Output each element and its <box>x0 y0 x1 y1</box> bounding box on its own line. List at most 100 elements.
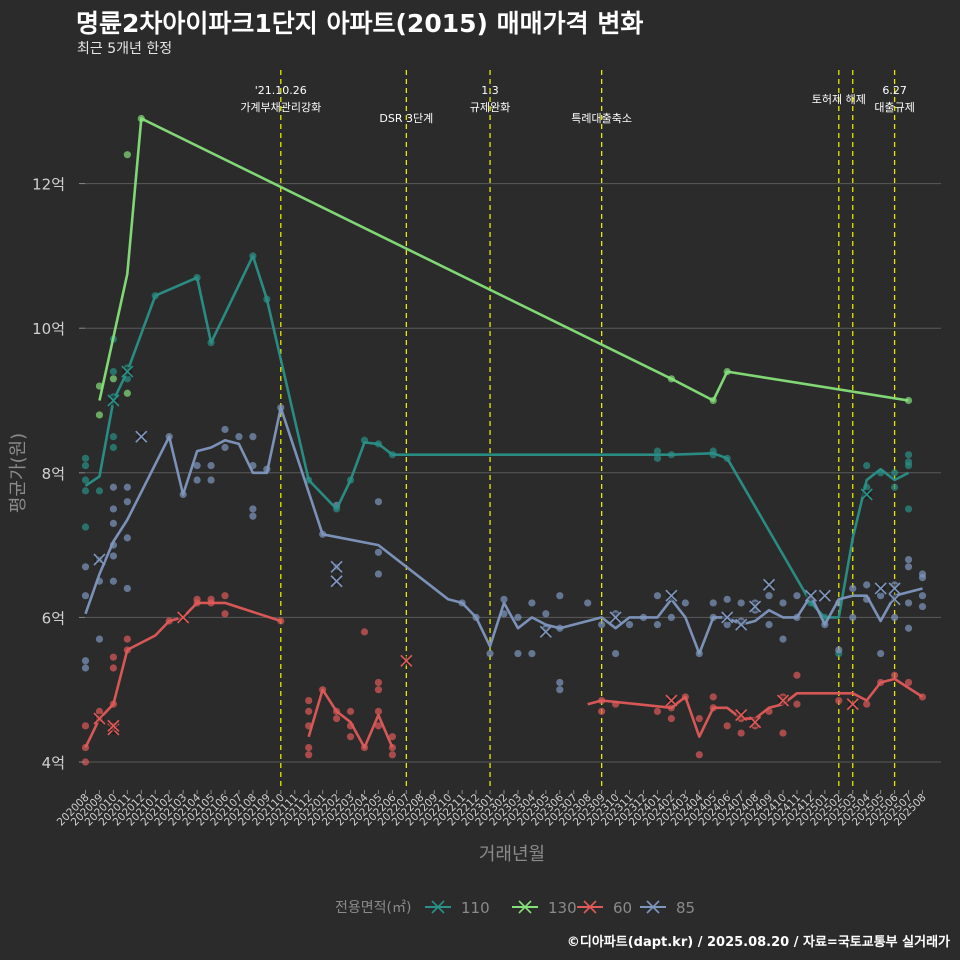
trade-point-60 <box>793 700 801 708</box>
trade-point-60 <box>695 751 703 759</box>
trade-point-60 <box>109 700 117 708</box>
cancel-mark-85 <box>330 560 343 573</box>
cancel-mark-85 <box>762 578 776 591</box>
cancel-mark-85 <box>539 625 552 638</box>
x-tick-label: 202210 <box>417 792 454 829</box>
policy-annotation-line: 6.27 <box>882 84 907 97</box>
trade-point-110 <box>904 505 913 513</box>
policy-annotation-line: DSR 3단계 <box>379 112 433 125</box>
trade-point-110 <box>891 483 899 491</box>
x-tick-label: 202312 <box>613 792 650 829</box>
cross-stroke <box>665 694 678 707</box>
trade-point-85 <box>556 592 564 600</box>
trade-point-60 <box>193 595 201 603</box>
series-line-60 <box>587 677 924 738</box>
trade-point-85 <box>835 646 843 654</box>
trade-point-110 <box>249 252 257 260</box>
trade-point-130 <box>904 396 913 405</box>
cross-stroke <box>609 611 622 624</box>
cross-stroke <box>888 593 901 606</box>
x-tick-label: 202109 <box>236 792 273 829</box>
trade-point-110 <box>123 375 131 383</box>
x-tick-label: 202104 <box>166 791 203 828</box>
cross-stroke <box>518 900 532 914</box>
trade-point-110 <box>904 461 913 470</box>
trade-point-85 <box>751 606 759 614</box>
trade-point-85 <box>500 595 508 603</box>
x-tick-label: 202305 <box>515 792 552 829</box>
trade-point-85 <box>95 555 104 564</box>
x-tick-label: 202407 <box>710 792 747 829</box>
cross-stroke <box>735 708 748 722</box>
trade-point-85 <box>877 592 885 600</box>
trade-point-60 <box>779 729 787 737</box>
x-tick-label: 202311 <box>599 792 636 829</box>
cross-stroke <box>735 618 748 631</box>
cancel-mark-85 <box>721 611 734 624</box>
trade-point-85 <box>709 599 717 607</box>
trade-point-60 <box>612 700 620 708</box>
trade-point-60 <box>863 700 871 708</box>
y-axis-label: 평균가(원) <box>8 433 29 513</box>
y-tick-label: 4억 <box>42 754 65 772</box>
trade-point-85 <box>835 599 843 607</box>
cross-stroke <box>860 488 873 501</box>
series-lines <box>84 117 924 749</box>
cancel-bg <box>889 594 900 605</box>
trade-point-85 <box>709 613 717 622</box>
trade-point-60 <box>81 743 90 752</box>
trade-point-85 <box>109 552 117 560</box>
x-tick-label: 202008 <box>55 792 92 829</box>
page-title: 명륜2차아이파크1단지 아파트(2015) 매매가격 변화 <box>76 9 644 38</box>
trade-point-110 <box>877 469 885 477</box>
cancel-mark-60 <box>735 708 748 722</box>
trade-point-85 <box>95 577 104 585</box>
x-tick-label: 202105 <box>180 792 217 829</box>
trade-point-85 <box>653 592 662 600</box>
trade-point-60 <box>598 707 606 715</box>
x-tick-label: 202307 <box>543 792 580 829</box>
legend-swatch-cross <box>518 900 532 914</box>
cancel-bg <box>778 695 788 706</box>
trade-point-85 <box>123 498 131 506</box>
trade-point-85 <box>737 599 745 607</box>
trade-point-110 <box>263 295 271 303</box>
trade-point-60 <box>346 722 355 730</box>
x-tick-label: 202304 <box>501 791 538 828</box>
cross-stroke <box>888 593 901 606</box>
cancel-bg <box>666 590 677 601</box>
trade-point-60 <box>751 722 759 730</box>
trade-point-60 <box>277 617 285 625</box>
series-line-130 <box>98 117 909 402</box>
trade-point-85 <box>904 599 913 607</box>
y-tick-label: 6억 <box>42 609 65 627</box>
trade-point-85 <box>374 548 383 556</box>
trade-point-85 <box>612 649 620 658</box>
cancel-mark-85 <box>874 582 887 595</box>
policy-annotation: 6.27 대출규제 <box>874 84 914 114</box>
cross-stroke <box>874 582 887 595</box>
cancel-bg <box>331 561 342 572</box>
trade-point-60 <box>319 686 327 694</box>
cancel-mark-110 <box>107 394 120 407</box>
x-tick-label: 202504 <box>836 791 873 828</box>
trade-point-85 <box>123 483 131 491</box>
x-ticks: 2020082020092020102020112020122021012021… <box>55 790 929 828</box>
trade-point-85 <box>528 649 536 658</box>
trade-point-60 <box>653 707 662 715</box>
cross-stroke <box>846 698 859 711</box>
x-tick-label: 202301 <box>459 792 496 829</box>
x-tick-label: 202012 <box>111 792 148 829</box>
cancel-mark-60 <box>177 611 190 624</box>
trade-point-85 <box>500 610 508 618</box>
trade-point-85 <box>904 624 913 632</box>
cancel-mark-60 <box>400 654 413 667</box>
x-tick-label: 202009 <box>69 792 106 829</box>
policy-annotation: 특례대출축소 <box>571 112 632 125</box>
cross-stroke <box>400 654 413 667</box>
trade-point-85 <box>918 570 927 578</box>
trade-point-60 <box>305 751 313 759</box>
trade-point-85 <box>81 657 90 665</box>
trade-point-85 <box>793 613 801 622</box>
